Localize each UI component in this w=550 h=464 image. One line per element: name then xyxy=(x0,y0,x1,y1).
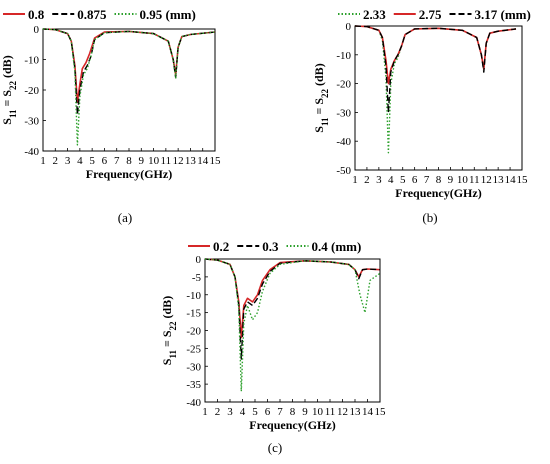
legend-label-a-2: 0.95 (mm) xyxy=(140,7,196,22)
x-tick-label: 12 xyxy=(481,174,492,186)
x-tick-label: 3 xyxy=(65,155,71,167)
x-axis-label: Frequency(GHz) xyxy=(249,418,335,432)
y-tick-label: -30 xyxy=(24,116,39,128)
x-tick-label: 8 xyxy=(436,174,442,186)
series-line-a-1 xyxy=(42,28,216,116)
legend-label-a-0: 0.8 xyxy=(28,7,45,22)
plot-frame-b xyxy=(354,25,523,171)
x-tick-label: 13 xyxy=(350,406,362,418)
x-tick-label: 13 xyxy=(185,155,197,167)
series-line-b-0 xyxy=(354,25,517,154)
y-tick-label: -5 xyxy=(192,272,202,284)
x-tick-label: 11 xyxy=(469,174,480,186)
caption-a: (a) xyxy=(118,210,132,225)
x-tick-label: 15 xyxy=(517,174,529,186)
legend-label-b-0: 2.33 xyxy=(363,7,386,22)
x-tick-label: 9 xyxy=(302,406,308,418)
x-tick-label: 5 xyxy=(252,406,258,418)
x-tick-label: 8 xyxy=(126,155,132,167)
y-tick-label: 0 xyxy=(34,24,40,36)
series-line-c-2 xyxy=(204,258,381,392)
caption-b: (b) xyxy=(422,210,437,225)
x-tick-label: 3 xyxy=(227,406,233,418)
series-line-c-0 xyxy=(204,258,381,339)
y-tick-label: -50 xyxy=(336,165,351,177)
y-tick-label: -40 xyxy=(24,146,39,158)
y-tick-label: -10 xyxy=(336,50,351,62)
legend-label-c-1: 0.3 xyxy=(262,239,279,254)
series-line-c-1 xyxy=(204,258,381,360)
legend-label-b-2: 3.17 (mm) xyxy=(475,7,531,22)
x-tick-label: 9 xyxy=(139,155,145,167)
x-tick-label: 14 xyxy=(197,155,209,167)
x-tick-label: 10 xyxy=(148,155,160,167)
x-tick-label: 6 xyxy=(265,406,271,418)
x-axis-label: Frequency(GHz) xyxy=(395,186,481,200)
x-tick-label: 11 xyxy=(161,155,172,167)
x-tick-label: 15 xyxy=(375,406,387,418)
y-tick-label: -10 xyxy=(186,290,201,302)
y-tick-label: -40 xyxy=(336,136,351,148)
x-tick-label: 4 xyxy=(77,155,83,167)
plot-frame-a xyxy=(42,28,216,152)
x-tick-label: 10 xyxy=(457,174,469,186)
y-tick-label: 0 xyxy=(346,21,352,33)
x-tick-label: 8 xyxy=(290,406,296,418)
legend-label-c-2: 0.4 (mm) xyxy=(312,239,362,254)
x-tick-label: 2 xyxy=(215,406,221,418)
legend-label-b-1: 2.75 xyxy=(419,7,442,22)
x-tick-label: 14 xyxy=(505,174,517,186)
x-tick-label: 7 xyxy=(277,406,283,418)
x-tick-label: 4 xyxy=(388,174,394,186)
x-tick-label: 7 xyxy=(114,155,120,167)
series-line-b-1 xyxy=(354,25,517,85)
x-tick-label: 14 xyxy=(362,406,374,418)
x-tick-label: 11 xyxy=(325,406,336,418)
chart-panel-c: 1 2 3 4 5 6 7 8 9 10 11 12 13 14 150-5-10-15-20-25-30-… xyxy=(160,239,386,455)
y-tick-label: -40 xyxy=(186,397,201,409)
x-tick-label: 9 xyxy=(448,174,454,186)
y-tick-label: -20 xyxy=(24,85,39,97)
x-tick-label: 12 xyxy=(337,406,348,418)
x-tick-label: 4 xyxy=(240,406,246,418)
x-tick-label: 1 xyxy=(352,174,358,186)
y-tick-label: 0 xyxy=(196,254,202,266)
chart-panel-a: 1 2 3 4 5 6 7 8 9 10 11 12 13 14 150-10-20-30-40Freque… xyxy=(0,7,221,225)
series-line-b-2 xyxy=(354,25,517,114)
x-tick-label: 6 xyxy=(412,174,418,186)
y-axis-label: S11 = S22 (dB) xyxy=(160,296,178,365)
y-tick-label: -20 xyxy=(186,326,201,338)
x-tick-label: 12 xyxy=(173,155,184,167)
x-tick-label: 13 xyxy=(493,174,505,186)
y-tick-label: -35 xyxy=(186,379,201,391)
x-tick-label: 7 xyxy=(424,174,430,186)
plot-frame-c xyxy=(204,258,381,403)
y-tick-label: -30 xyxy=(186,361,201,373)
x-tick-label: 1 xyxy=(202,406,208,418)
caption-c: (c) xyxy=(268,440,282,455)
x-tick-label: 2 xyxy=(53,155,59,167)
x-axis-label: Frequency(GHz) xyxy=(86,167,172,181)
x-tick-label: 10 xyxy=(312,406,324,418)
x-tick-label: 5 xyxy=(89,155,95,167)
legend-label-a-1: 0.875 xyxy=(77,7,107,22)
y-tick-label: -25 xyxy=(186,343,201,355)
x-tick-label: 6 xyxy=(102,155,108,167)
x-tick-label: 5 xyxy=(400,174,406,186)
y-axis-label: S11 = S22 (dB) xyxy=(312,63,330,132)
x-tick-label: 3 xyxy=(376,174,382,186)
y-tick-label: -15 xyxy=(186,308,201,320)
x-tick-label: 2 xyxy=(364,174,370,186)
series-line-a-2 xyxy=(42,28,216,146)
chart-panel-b: 1 2 3 4 5 6 7 8 9 10 11 12 13 14 150-10-20-30-40-50Fre… xyxy=(312,7,531,225)
y-tick-label: -20 xyxy=(336,79,351,91)
series-line-a-0 xyxy=(42,28,216,103)
legend-label-c-0: 0.2 xyxy=(213,239,229,254)
y-tick-label: -30 xyxy=(336,107,351,119)
y-tick-label: -10 xyxy=(24,55,39,67)
y-axis-label: S11 = S22 (dB) xyxy=(0,55,18,124)
x-tick-label: 15 xyxy=(210,155,222,167)
x-tick-label: 1 xyxy=(40,155,46,167)
